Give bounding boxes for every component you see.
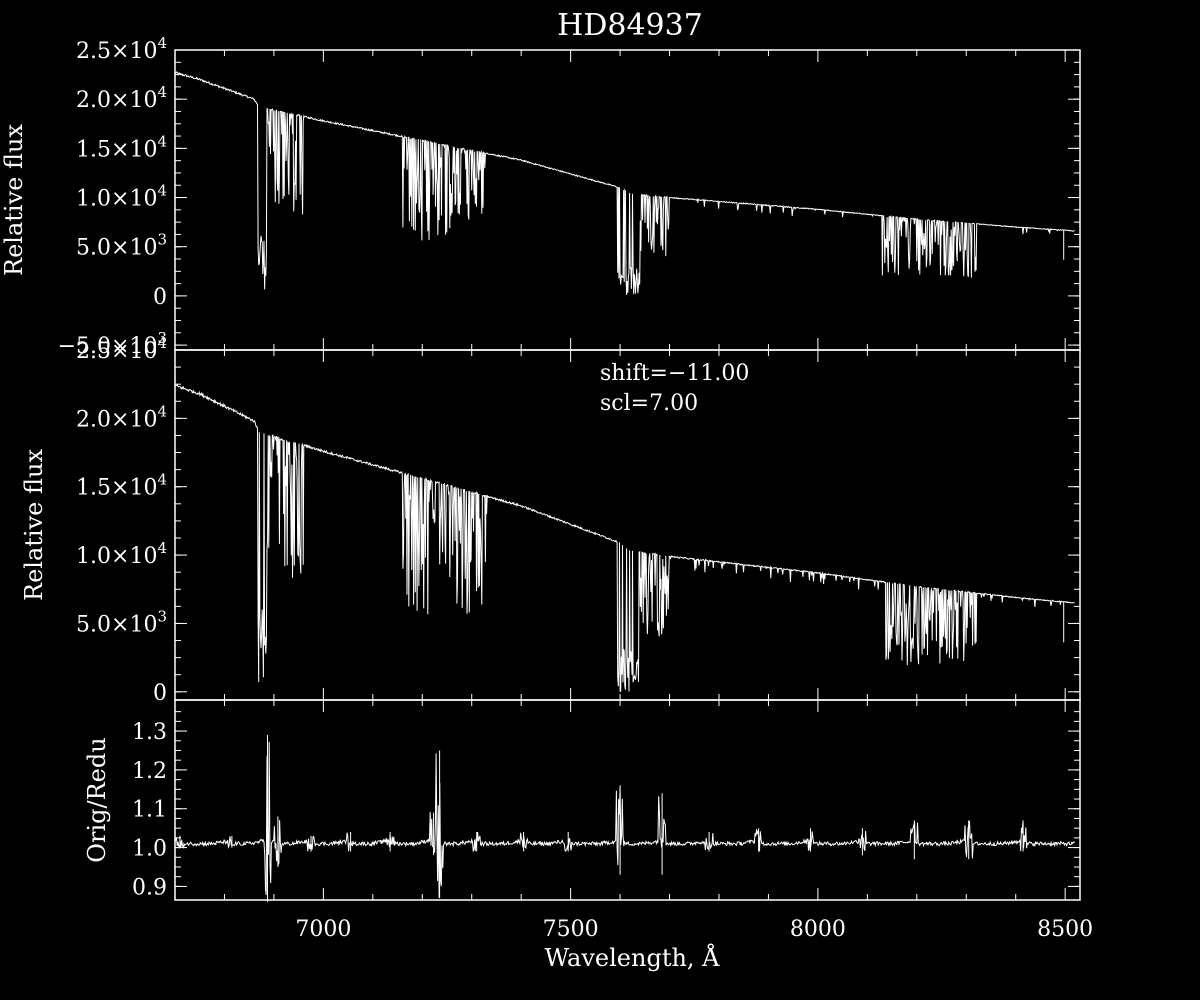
y-tick-label: 2.5×104 bbox=[76, 34, 167, 64]
y-tick-times: ×10 bbox=[111, 39, 157, 64]
y-tick-mantissa: 2.5 bbox=[76, 339, 111, 364]
y-tick-label: 1.2 bbox=[132, 759, 167, 784]
y-tick-mantissa: 1.0 bbox=[76, 544, 111, 569]
bottom-panel-frame bbox=[174, 699, 1081, 901]
y-tick-exponent: 4 bbox=[157, 132, 167, 150]
y-tick-mantissa: 1.5 bbox=[76, 137, 111, 162]
x-tick-label: 7500 bbox=[543, 917, 599, 942]
y-tick-label: 5.0×103 bbox=[76, 231, 167, 261]
y-tick-mantissa: 1.5 bbox=[76, 476, 111, 501]
y-tick-label: 1.0×104 bbox=[76, 539, 167, 569]
y-tick-mantissa: 1.0 bbox=[76, 187, 111, 212]
y-tick-mantissa: 0 bbox=[153, 681, 167, 706]
y-tick-label: 0 bbox=[153, 285, 167, 310]
top-y-tick-labels: 2.5×1042.0×1041.5×1041.0×1045.0×1030−5.0… bbox=[58, 34, 167, 359]
y-tick-times: ×10 bbox=[111, 137, 157, 162]
x-axis-label: Wavelength, Å bbox=[544, 943, 720, 972]
bottom-panel-ticks bbox=[175, 700, 1080, 900]
y-tick-times: ×10 bbox=[111, 187, 157, 212]
y-tick-mantissa: 5.0 bbox=[76, 612, 111, 637]
y-tick-exponent: 4 bbox=[157, 402, 167, 420]
top-panel-frame bbox=[174, 49, 1081, 351]
middle-y-axis-label: Relative flux bbox=[20, 449, 48, 601]
middle-panel-ticks bbox=[175, 349, 1080, 700]
y-tick-times: ×10 bbox=[111, 339, 157, 364]
y-tick-exponent: 4 bbox=[157, 539, 167, 557]
y-tick-mantissa: 2.5 bbox=[76, 39, 111, 64]
y-tick-mantissa: 5.0 bbox=[76, 236, 111, 261]
y-tick-label: 1.3 bbox=[132, 720, 167, 745]
y-tick-label: 2.0×104 bbox=[76, 83, 167, 113]
bottom-y-tick-labels: 1.3 1.2 1.1 1.0 0.9 bbox=[132, 720, 167, 900]
bottom-y-axis-label: Orig/Redu bbox=[83, 737, 111, 862]
y-tick-exponent: 3 bbox=[157, 231, 167, 249]
ratio-line bbox=[174, 735, 1076, 902]
y-tick-exponent: 3 bbox=[157, 607, 167, 625]
x-tick-label: 7000 bbox=[295, 917, 351, 942]
y-tick-label: 0.9 bbox=[132, 875, 167, 900]
y-tick-label: 2.5×104 bbox=[76, 334, 167, 364]
y-tick-mantissa: 0 bbox=[153, 285, 167, 310]
top-y-axis-label: Relative flux bbox=[0, 124, 28, 276]
chart-title: HD84937 bbox=[557, 8, 703, 43]
bottom-panel: 1.3 1.2 1.1 1.0 0.9 7000 7500 8000 8500 Orig/Re… bbox=[83, 699, 1093, 972]
y-tick-mantissa: −5.0 bbox=[58, 334, 111, 359]
y-tick-label: 1.5×104 bbox=[76, 471, 167, 501]
y-tick-label: 0 bbox=[153, 681, 167, 706]
y-tick-times: ×10 bbox=[111, 612, 157, 637]
y-tick-times: ×10 bbox=[111, 544, 157, 569]
y-tick-label: 1.5×104 bbox=[76, 132, 167, 162]
y-tick-mantissa: 2.0 bbox=[76, 407, 111, 432]
y-tick-mantissa: 2.0 bbox=[76, 88, 111, 113]
top-panel-ticks bbox=[175, 49, 1080, 350]
y-tick-label: 5.0×103 bbox=[76, 607, 167, 637]
y-tick-times: ×10 bbox=[111, 476, 157, 501]
top-panel: 2.5×1042.0×1041.5×1041.0×1045.0×1030−5.0… bbox=[0, 8, 1081, 359]
y-tick-label: 1.0 bbox=[132, 837, 167, 862]
shift-annotation: shift=−11.00 bbox=[600, 361, 749, 386]
scale-annotation: scl=7.00 bbox=[600, 391, 698, 416]
y-tick-label: −5.0×103 bbox=[58, 329, 167, 359]
x-tick-labels: 7000 7500 8000 8500 bbox=[295, 917, 1093, 942]
x-tick-label: 8000 bbox=[790, 917, 846, 942]
y-tick-exponent: 4 bbox=[157, 83, 167, 101]
y-tick-exponent: 4 bbox=[157, 34, 167, 52]
y-tick-label: 1.0×104 bbox=[76, 182, 167, 212]
middle-spectrum-line bbox=[174, 384, 1075, 693]
y-tick-exponent: 3 bbox=[157, 329, 167, 347]
x-tick-label: 8500 bbox=[1037, 917, 1093, 942]
y-tick-exponent: 4 bbox=[157, 182, 167, 200]
top-spectrum-line bbox=[174, 71, 1075, 295]
y-tick-times: ×10 bbox=[111, 88, 157, 113]
y-tick-label: 1.1 bbox=[132, 798, 167, 823]
y-tick-exponent: 4 bbox=[157, 471, 167, 489]
y-tick-times: ×10 bbox=[111, 334, 157, 359]
y-tick-label: 2.0×104 bbox=[76, 402, 167, 432]
y-tick-times: ×10 bbox=[111, 236, 157, 261]
y-tick-exponent: 4 bbox=[157, 334, 167, 352]
y-tick-times: ×10 bbox=[111, 407, 157, 432]
